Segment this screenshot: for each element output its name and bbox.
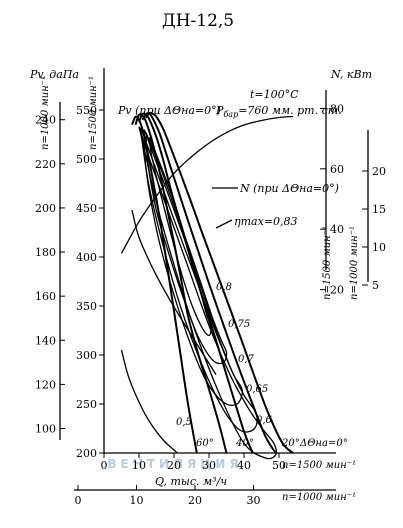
vane-angle-0: ΔΘна=0° [299, 438, 348, 449]
efficiency-label-0-75: 0,75 [228, 319, 250, 330]
efficiency-contour-4 [138, 126, 277, 460]
tick-labels: 2002503003504004505005501001201401601802… [35, 102, 386, 507]
pressure-curve-2 [138, 112, 254, 454]
pressure-curve-3 [141, 112, 277, 454]
y-left-1000-tick-label: 120 [35, 378, 56, 391]
pressure-curve-0 [131, 115, 198, 454]
y-right-1000-tick-label: 10 [372, 241, 386, 254]
pressure-value: =760 мм. рт. ст. [238, 104, 342, 117]
y-right-1500-tick-label: 60 [330, 163, 344, 176]
y-left-label: Pv, даПа [29, 68, 79, 81]
y-right-1500-speed-label: n=1500 мин⁻¹ [322, 226, 333, 300]
pressure-label: Pбар=760 мм. рт. ст. [215, 104, 342, 119]
y-left-1500-tick-label: 450 [76, 202, 97, 215]
vane-angle-20: 20° [281, 438, 300, 449]
x-1000-speed-label: n=1000 мин⁻¹ [282, 492, 356, 503]
pressure-subscript: бар [223, 110, 238, 119]
y-right-1500-tick-label: 80 [330, 102, 344, 115]
y-right-1000-speed-label: n=1000 мин⁻¹ [349, 226, 360, 300]
axes [59, 68, 369, 491]
annotations: Pv, даПа N, кВт n=1000 мин⁻¹ n=1500 мин⁻… [29, 68, 372, 503]
efficiency-max-label: ηmax=0,83 [234, 215, 298, 228]
x-1000-tick-label: 20 [188, 494, 202, 507]
y-left-1500-speed-label: n=1500 мин⁻¹ [88, 76, 99, 150]
pressure-curves-label: Pv (при ΔΘна=0°) [117, 104, 221, 117]
temperature-label: t=100°C [250, 88, 299, 101]
y-right-1000-tick-label: 5 [372, 279, 379, 292]
x-1500-tick-label: 0 [101, 459, 108, 472]
x-1000-tick-label: 10 [130, 494, 144, 507]
x-1000-tick-label: 30 [247, 494, 261, 507]
y-left-1000-tick-label: 240 [35, 114, 56, 127]
y-left-1000-tick-label: 160 [35, 290, 56, 303]
y-right-1500-tick-label: 40 [330, 223, 344, 236]
pressure-curve-1 [134, 113, 228, 454]
efficiency-label-0-7: 0,7 [238, 354, 255, 365]
efficiency-contour-1 [145, 132, 228, 365]
x-1500-tick-label: 20 [167, 459, 181, 472]
y-left-1500-tick-label: 200 [76, 447, 97, 460]
y-left-1000-speed-label: n=1000 мин⁻¹ [40, 76, 51, 150]
x-1500-tick-label: 50 [272, 459, 286, 472]
x-axis-label: Q, тыс. м³/ч [155, 475, 227, 488]
x-1500-tick-label: 30 [202, 459, 216, 472]
efficiency-contour-2 [143, 129, 243, 406]
x-1500-tick-label: 40 [237, 459, 251, 472]
y-left-1000-tick-label: 220 [35, 158, 56, 171]
y-left-1000-tick-label: 200 [35, 202, 56, 215]
efficiency-contour-5 [120, 349, 178, 454]
vane-angle-40: 40° [235, 438, 254, 449]
chart-title: ДН-12,5 [162, 11, 234, 31]
efficiency-contour-0 [148, 137, 212, 337]
y-left-1500-tick-label: 300 [76, 349, 97, 362]
efficiency-label-0-6: 0,6 [256, 415, 273, 426]
y-right-1000-tick-label: 20 [372, 165, 386, 178]
y-left-1500-tick-label: 550 [76, 104, 97, 117]
y-right-label: N, кВт [330, 68, 372, 81]
efficiency-label-0-65: 0,65 [246, 384, 268, 395]
efficiency-contour-3 [140, 127, 258, 433]
efficiency-label-0-5: 0,5 [176, 417, 192, 428]
pressure-curve-4 [145, 111, 294, 454]
y-right-1000-tick-label: 15 [372, 203, 386, 216]
y-left-1500-tick-label: 250 [76, 398, 97, 411]
x-1000-tick-label: 0 [75, 494, 82, 507]
watermark: ВЕНТИЛЯЦИЯ [107, 457, 242, 471]
y-left-1000-tick-label: 100 [35, 423, 56, 436]
y-left-1500-tick-label: 400 [76, 251, 97, 264]
power-curve-label: N (при ΔΘна=0°) [239, 182, 339, 195]
vane-angle-60: 60° [196, 438, 214, 449]
y-left-1500-tick-label: 500 [76, 153, 97, 166]
pressure-symbol: P [215, 104, 224, 117]
efficiency-label-leader [215, 219, 233, 229]
y-left-1000-tick-label: 140 [35, 334, 56, 347]
efficiency-contours [120, 126, 277, 460]
y-right-1500-tick-label: 20 [330, 284, 344, 297]
series-layer [120, 111, 294, 454]
y-left-1000-tick-label: 180 [35, 246, 56, 259]
efficiency-label-0-8: 0,8 [216, 282, 232, 293]
x-1500-speed-label: n=1500 мин⁻¹ [282, 460, 356, 471]
x-1500-tick-label: 10 [132, 459, 146, 472]
y-left-1500-tick-label: 350 [76, 300, 97, 313]
efficiency-contour-6 [131, 209, 217, 375]
